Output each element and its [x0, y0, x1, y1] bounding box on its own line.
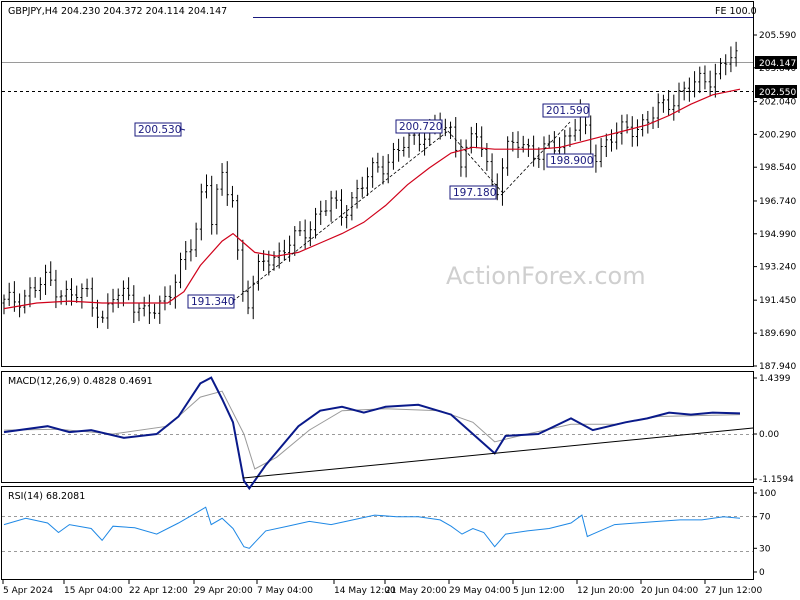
price-tick-label: 205.590 — [759, 31, 796, 41]
annotation-box — [395, 119, 443, 134]
price-tick-label: 193.240 — [759, 263, 796, 273]
fe-label: FE 100.0 — [715, 6, 757, 17]
annotation-label: 200.720 — [399, 121, 442, 133]
rsi-tick-label: 0 — [759, 568, 765, 578]
hline-price-label: 202.550 — [759, 88, 796, 98]
price-tick-label: 189.690 — [759, 329, 796, 339]
moving-average-line — [3, 88, 741, 310]
macd-tick-label: -1.1594 — [759, 475, 794, 485]
x-tick-label: 29 Apr 20:00 — [194, 586, 253, 596]
price-tick-label: 187.940 — [759, 362, 796, 372]
annotation-label: 191.340 — [191, 296, 234, 308]
hline-price-box — [755, 85, 797, 98]
annotation-box — [449, 185, 497, 200]
price-tick-label: 191.450 — [759, 296, 796, 306]
projection-line-3 — [502, 121, 571, 194]
annotation-box — [542, 103, 590, 118]
x-tick-label: 27 Jun 12:00 — [705, 586, 762, 596]
x-tick-label: 14 May 12:00 — [334, 586, 396, 596]
annotation-label: 198.900 — [550, 155, 593, 167]
macd-tick-label: 1.4399 — [759, 374, 791, 384]
annotation-box — [187, 294, 235, 309]
annotation-box — [134, 122, 182, 137]
current-price-label: 204.147 — [759, 59, 796, 69]
x-tick-label: 21 May 20:00 — [385, 586, 447, 596]
price-tick-label: 202.040 — [759, 98, 796, 108]
rsi-title: RSI(14) 68.2081 — [8, 491, 85, 502]
projection-line-2 — [447, 130, 504, 194]
x-tick-label: 20 Jun 04:00 — [641, 586, 698, 596]
rsi-tick-label: 30 — [759, 544, 771, 554]
annotation-box — [546, 153, 594, 168]
price-tick-label: 198.540 — [759, 163, 796, 173]
rsi-pane[interactable] — [1, 486, 754, 580]
x-tick-label: 5 Apr 2024 — [3, 586, 53, 596]
x-tick-label: 29 May 04:00 — [449, 586, 511, 596]
annotation-label: 201.590 — [546, 105, 589, 117]
x-tick-label: 12 Jun 20:00 — [577, 586, 634, 596]
watermark: ActionForex.com — [446, 262, 646, 290]
price-tick-label: 194.990 — [759, 230, 796, 240]
x-tick-label: 22 Apr 12:00 — [129, 586, 188, 596]
symbol-header: GBPJPY,H4 204.230 204.372 204.114 204.14… — [8, 6, 227, 17]
price-pane[interactable] — [1, 1, 754, 367]
macd-tick-label: 0.00 — [759, 430, 779, 440]
projection-line-1 — [232, 130, 449, 302]
macd-trendline — [242, 427, 754, 479]
current-price-box — [755, 56, 797, 69]
price-tick-label: 196.740 — [759, 197, 796, 207]
rsi-tick-label: 70 — [759, 513, 771, 523]
macd-pane[interactable] — [1, 371, 754, 483]
macd-title: MACD(12,26,9) 0.4828 0.4691 — [8, 376, 153, 387]
macd-main-line — [3, 376, 741, 491]
x-tick-label: 15 Apr 04:00 — [64, 586, 123, 596]
rsi-line — [3, 506, 741, 549]
x-tick-label: 7 May 04:00 — [257, 586, 313, 596]
x-tick-label: 5 Jun 12:00 — [513, 586, 565, 596]
annotation-leader — [180, 128, 186, 131]
price-tick-label: 200.290 — [759, 130, 796, 140]
annotation-label: 197.180 — [453, 187, 496, 199]
annotation-label: 200.530 — [138, 124, 181, 136]
rsi-tick-label: 100 — [759, 489, 776, 499]
